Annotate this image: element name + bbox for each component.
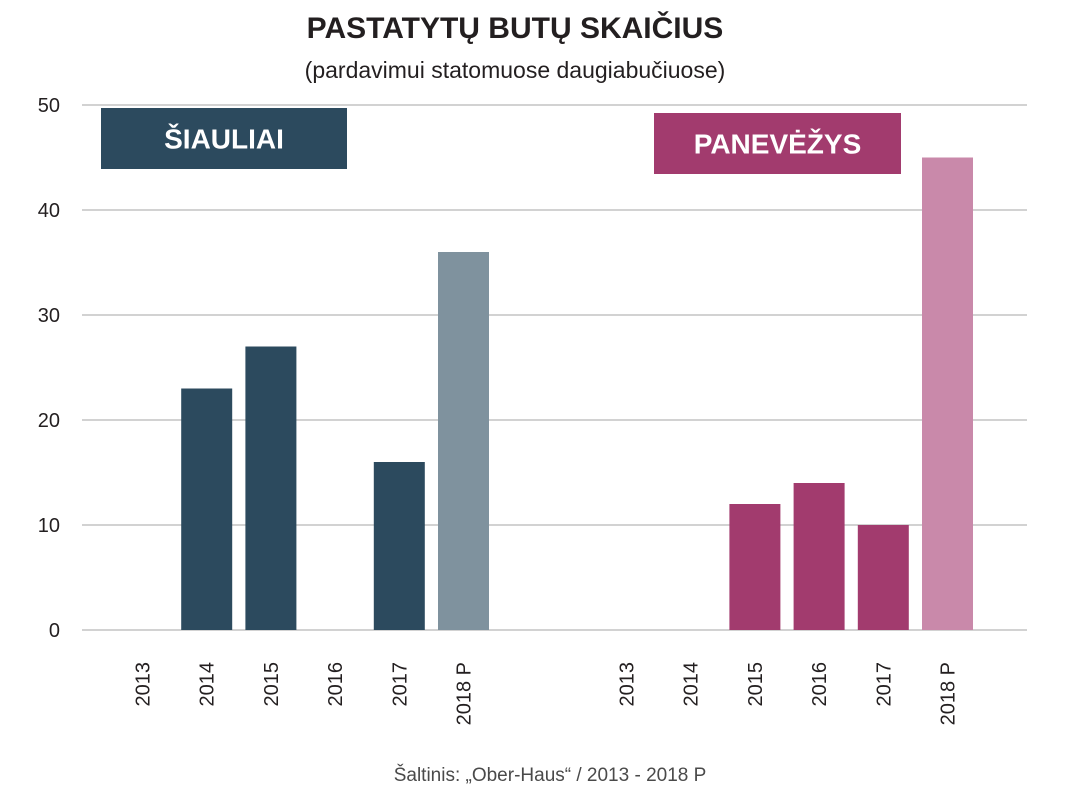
group-tag [101, 108, 347, 169]
source-note: Šaltinis: „Ober-Haus“ / 2013 - 2018 P [393, 765, 707, 786]
x-tick-label: 2013 [617, 662, 639, 707]
group-tag [654, 113, 901, 174]
x-tick-label: 2016 [325, 662, 347, 707]
y-tick-label: 30 [38, 305, 60, 327]
chart-subtitle: (pardavimui statomuose daugiabučiuose) [304, 57, 726, 83]
x-tick-label: 2017 [389, 662, 411, 707]
bar [373, 462, 425, 630]
bar [181, 388, 233, 630]
x-tick-label: 2015 [745, 662, 767, 707]
group-tag-label: PANEVĖŽYS [694, 129, 862, 160]
chart-title: PASTATYTŲ BUTŲ SKAIČIUS [306, 12, 724, 45]
x-tick-label: 2018 P [938, 662, 960, 725]
bar [922, 157, 973, 630]
bar [857, 525, 909, 630]
x-tick-label: 2014 [197, 662, 219, 707]
x-tick-label: 2017 [873, 662, 895, 707]
x-tick-label: 2014 [681, 662, 703, 707]
x-tick-label: 2016 [809, 662, 831, 707]
y-tick-label: 20 [38, 410, 60, 432]
x-tick-label: 2018 P [454, 662, 476, 725]
y-tick-label: 10 [38, 515, 60, 537]
bar [245, 346, 297, 630]
bar [793, 483, 845, 630]
y-tick-label: 40 [38, 200, 60, 222]
y-tick-label: 50 [38, 95, 60, 117]
x-tick-label: 2015 [261, 662, 283, 707]
group-tag-label: ŠIAULIAI [164, 123, 284, 155]
x-tick-label: 2013 [133, 662, 155, 707]
bar [729, 504, 781, 630]
y-tick-label: 0 [49, 620, 60, 642]
bar [438, 252, 489, 630]
